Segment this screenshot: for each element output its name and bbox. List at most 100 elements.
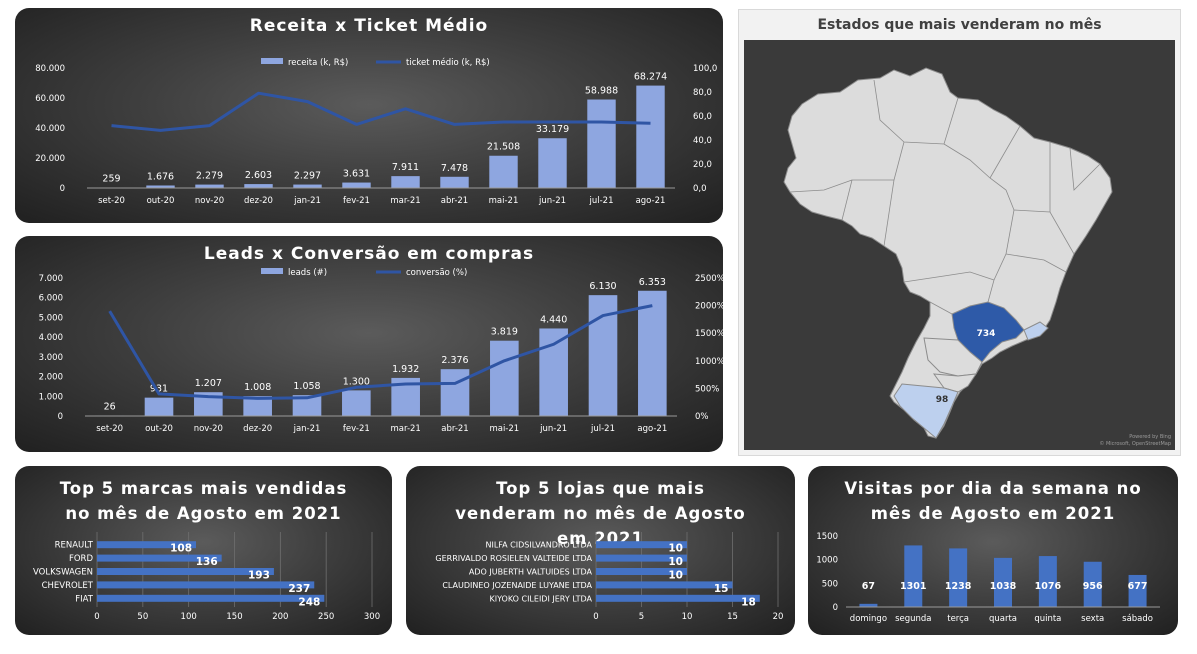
category-label: CLAUDINEO JOZENAIDE LUYANE LTDA <box>442 581 592 590</box>
bar <box>587 99 616 188</box>
bar <box>538 138 567 188</box>
states-map-panel: Estados que mais venderam no mês <box>738 9 1181 456</box>
x-tick-label: abr-21 <box>441 424 468 434</box>
bar <box>342 182 371 188</box>
data-label: 259 <box>102 174 120 185</box>
y-tick-label: 1000 <box>816 556 838 566</box>
data-label: 10 <box>668 543 683 555</box>
category-label: RENAULT <box>55 541 94 551</box>
x-tick-label: terça <box>947 614 969 624</box>
data-label: 2.279 <box>196 171 223 182</box>
map-area[interactable]: 734 98 Powered by Bing © Microsoft, Open… <box>744 40 1175 450</box>
y2-tick-label: 20,0 <box>693 160 712 170</box>
bar <box>994 557 1012 607</box>
x-tick-label: jul-21 <box>589 196 614 206</box>
bar <box>1083 561 1102 607</box>
data-label: 6.353 <box>639 277 666 288</box>
bar <box>636 85 665 188</box>
sao-paulo-label: 734 <box>977 329 996 339</box>
x-tick-label: out-20 <box>145 424 173 434</box>
bar <box>97 594 325 602</box>
map-title: Estados que mais venderam no mês <box>817 17 1102 33</box>
data-label: 1.058 <box>293 381 320 392</box>
rio-de-janeiro-state <box>1023 321 1049 341</box>
chart-title: Receita x Ticket Médio <box>249 16 489 36</box>
x-tick-label: sábado <box>1122 614 1153 624</box>
data-label: 1038 <box>990 581 1017 592</box>
bar <box>391 176 420 188</box>
x-tick-label: jun-21 <box>538 196 566 206</box>
y-tick-label: 20.000 <box>35 154 65 164</box>
y-tick-label: 5.000 <box>39 313 63 323</box>
y-tick-label: 500 <box>822 579 838 589</box>
data-label: 1238 <box>945 581 972 592</box>
x-tick-label: fev-21 <box>343 196 370 206</box>
bar <box>243 396 272 416</box>
x-tick-label: out-20 <box>147 196 175 206</box>
bar <box>1128 574 1147 607</box>
bar <box>97 541 196 549</box>
x-tick-label: 15 <box>727 612 738 622</box>
x-tick-label: 20 <box>773 612 784 622</box>
bar <box>293 184 322 188</box>
data-label: 1076 <box>1035 581 1062 592</box>
x-tick-label: set-20 <box>98 196 125 206</box>
data-label: 26 <box>104 401 116 412</box>
category-label: FORD <box>69 554 93 564</box>
data-label: 2.603 <box>245 170 272 181</box>
series-line <box>111 91 651 132</box>
leads-conversion-chart-panel: Leads x Conversão em compras 0 1.000 2.000… <box>15 236 723 452</box>
y2-tick-label: 1000% <box>695 357 723 367</box>
data-label: 10 <box>668 556 683 568</box>
chart-title: Leads x Conversão em compras <box>203 244 535 264</box>
y-tick-label: 4.000 <box>39 333 63 343</box>
brazil-map: 734 98 <box>783 67 1113 439</box>
data-label: 18 <box>741 596 756 608</box>
series-line <box>108 304 653 400</box>
data-label: 7.478 <box>441 163 468 174</box>
legend-label: leads (#) <box>288 268 327 278</box>
map-attribution-osm: © Microsoft, OpenStreetMap <box>1099 441 1171 447</box>
legend-label: receita (k, R$) <box>288 58 348 68</box>
data-label: 136 <box>196 556 218 568</box>
top-brands-chart-panel: Top 5 marcas mais vendidas no mês de Ago… <box>15 466 392 635</box>
bar <box>904 545 923 607</box>
data-label: 193 <box>248 570 270 582</box>
category-label: ADO JUBERTH VALTUIDES LTDA <box>469 568 593 577</box>
x-tick-label: mar-21 <box>391 424 421 434</box>
chart-title: Top 5 marcas mais vendidas no mês de Ago… <box>59 479 348 523</box>
y2-tick-label: 2000% <box>695 302 723 312</box>
category-label: CHEVROLET <box>42 581 94 591</box>
category-label: FIAT <box>75 594 94 604</box>
data-label: 15 <box>714 583 729 595</box>
bar <box>490 340 519 416</box>
data-label: 1.008 <box>244 382 271 393</box>
legend-bar-swatch <box>261 268 283 274</box>
weekday-visits-chart: 0 500 1000 1500 67 domingo 1301 segunda 1238 terç… <box>816 532 1160 624</box>
x-tick-label: mai-21 <box>489 196 519 206</box>
bar <box>539 328 568 416</box>
y2-tick-label: 0,0 <box>693 184 707 194</box>
data-label: 10 <box>668 570 683 582</box>
chart-title: Top 5 lojas que mais venderam no mês de … <box>455 479 746 548</box>
bar <box>949 548 968 607</box>
x-tick-label: jan-21 <box>293 424 321 434</box>
data-label: 677 <box>1128 581 1148 592</box>
bar <box>638 290 667 416</box>
bar <box>1038 556 1057 607</box>
legend-label: conversão (%) <box>406 268 467 278</box>
x-tick-label: nov-20 <box>195 196 224 206</box>
y-tick-label: 0 <box>60 184 65 194</box>
legend-label: ticket médio (k, R$) <box>406 57 490 68</box>
x-tick-label: 250 <box>318 612 334 622</box>
revenue-ticket-chart-panel: Receita x Ticket Médio 0 20.000 40.000 60.0… <box>15 8 723 223</box>
y-tick-label: 40.000 <box>35 124 65 134</box>
x-tick-label: abr-21 <box>441 196 468 206</box>
y2-tick-label: 1500% <box>695 329 723 339</box>
bar <box>596 581 733 589</box>
data-label: 21.508 <box>487 142 520 153</box>
y2-tick-label: 40,0 <box>693 136 712 146</box>
data-label: 6.130 <box>589 281 616 292</box>
x-tick-label: fev-21 <box>343 424 370 434</box>
data-label: 4.440 <box>540 314 567 325</box>
